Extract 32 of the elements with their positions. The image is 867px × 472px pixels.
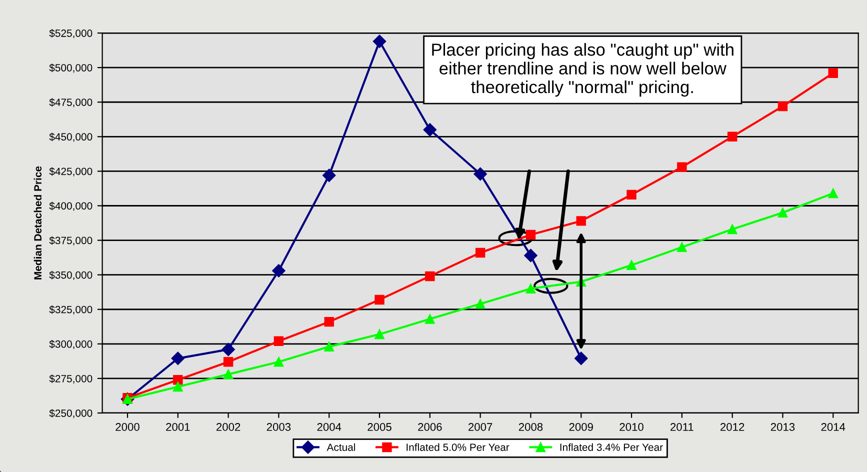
x-tick-label: 2008: [518, 423, 543, 431]
y-tick-label: $425,000: [49, 167, 92, 176]
x-tick-label: 2002: [216, 423, 240, 431]
y-tick-label: $525,000: [49, 29, 92, 38]
y-tick-label: $500,000: [49, 64, 92, 73]
x-tick-label: 2013: [770, 423, 795, 431]
legend-label: Inflated 5.0% Per Year: [406, 443, 510, 451]
y-tick-label: $275,000: [49, 374, 92, 384]
x-tick-label: 2003: [266, 423, 291, 431]
x-tick-label: 2000: [116, 423, 140, 431]
y-tick-label: $300,000: [49, 340, 92, 350]
x-tick-label: 2001: [166, 423, 190, 431]
annotation: Placer pricing has also "caught up" with either trendline and is now well below theoretically "normal" pricing.: [432, 43, 734, 97]
y-tick-label: $450,000: [49, 132, 92, 142]
y-tick-label: $475,000: [49, 98, 92, 108]
y-tick-label: $375,000: [49, 236, 92, 246]
x-tick-label: 2012: [720, 423, 744, 431]
x-tick-label: 2010: [620, 423, 644, 431]
x-tick-label: 2009: [569, 423, 593, 431]
x-tick-label: 2011: [670, 423, 694, 431]
x-tick-label: 2014: [821, 423, 846, 431]
legend-label: Actual: [326, 443, 356, 451]
y-tick-label: $250,000: [49, 409, 92, 418]
x-tick-label: 2004: [317, 423, 342, 431]
y-tick-label: $325,000: [49, 305, 92, 314]
y-axis-title: Median Detached Price: [34, 166, 42, 280]
y-tick-label: $350,000: [49, 270, 92, 280]
x-tick-label: 2006: [418, 423, 442, 431]
x-tick-label: 2005: [368, 423, 392, 431]
x-tick-label: 2007: [468, 423, 492, 431]
y-tick-label: $400,000: [49, 202, 92, 211]
legend-label: Inflated 3.4% Per Year: [560, 443, 663, 451]
